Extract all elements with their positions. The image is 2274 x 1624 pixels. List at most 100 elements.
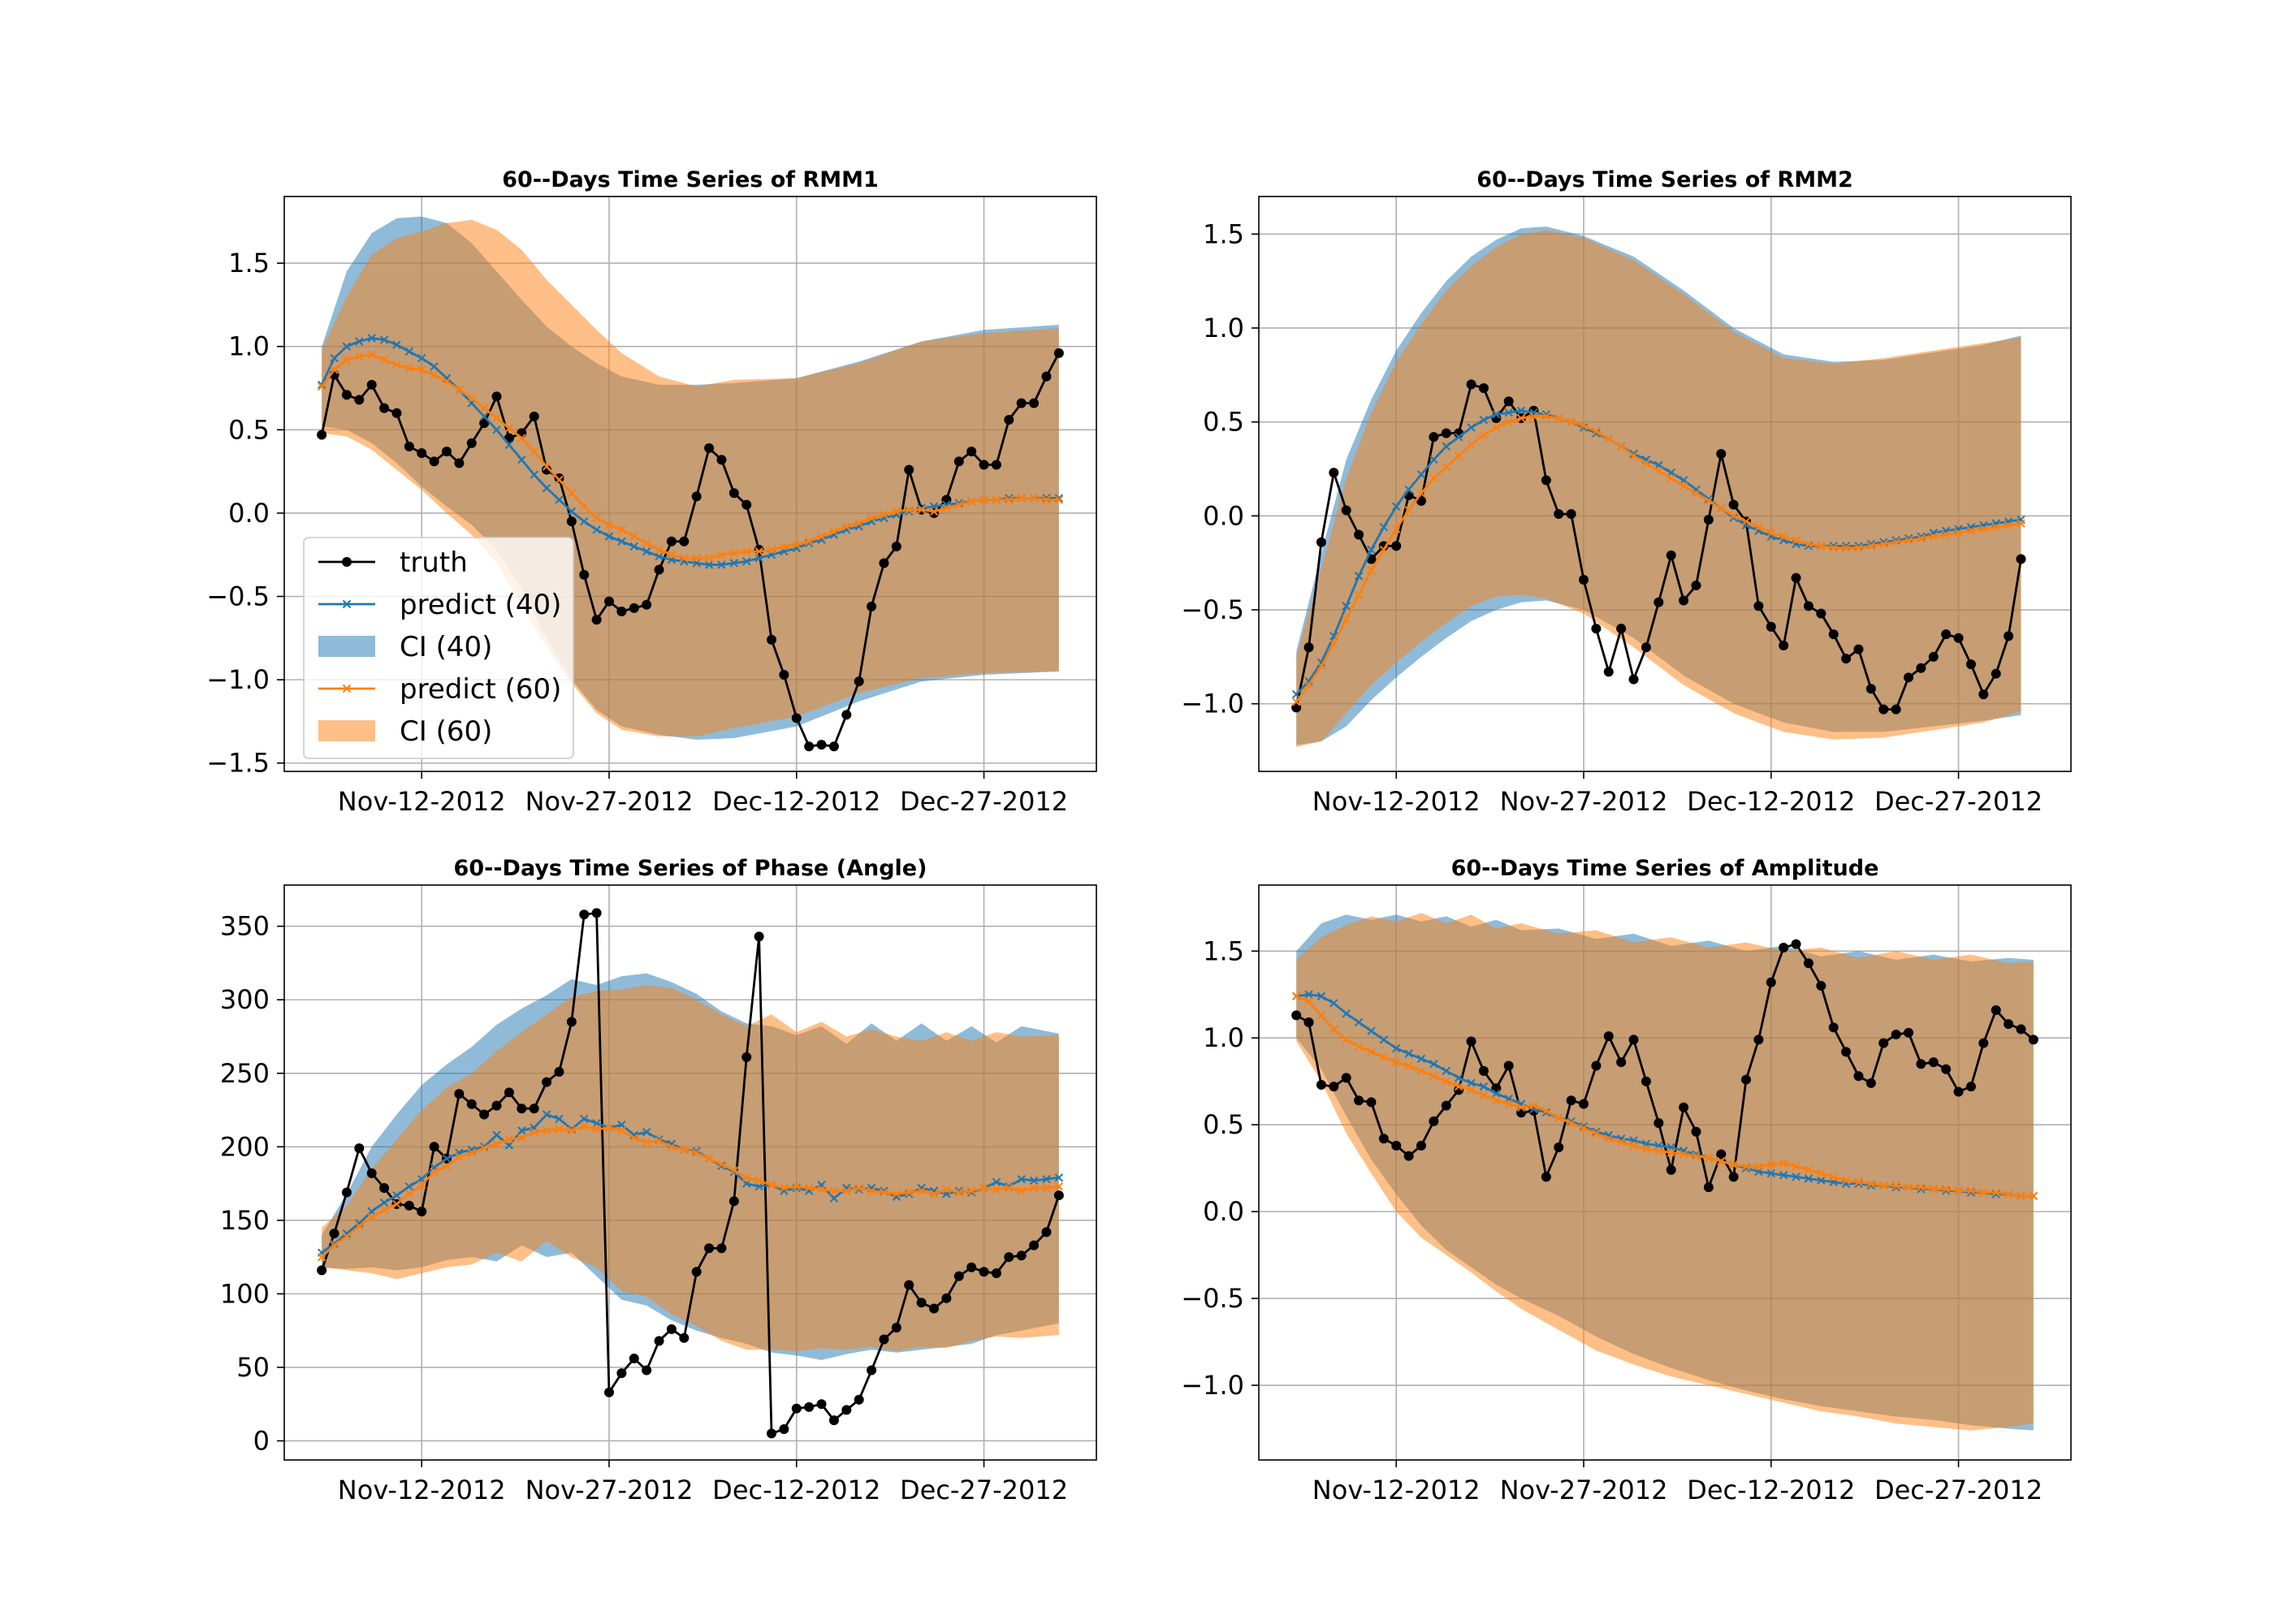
point-predict-60 bbox=[504, 424, 514, 433]
legend-item-ci-60: CI (60) bbox=[318, 715, 492, 748]
point-truth bbox=[754, 545, 764, 555]
point-truth bbox=[1441, 1100, 1451, 1111]
point-predict-60 bbox=[1316, 1011, 1326, 1020]
point-truth bbox=[1953, 1086, 1964, 1097]
point-truth bbox=[1554, 1142, 1564, 1152]
point-predict-40 bbox=[1492, 1089, 1501, 1098]
panel-2: −1.0 −0.5 0.0 0.5 1.0 1.5 Nov-12-2012 Nov-27-20… bbox=[1181, 167, 2072, 817]
point-truth bbox=[1429, 1116, 1439, 1126]
point-predict-60 bbox=[1504, 1099, 1513, 1108]
point-predict-40 bbox=[1367, 1026, 1376, 1035]
point-predict-60 bbox=[1567, 417, 1576, 426]
point-predict-40 bbox=[1342, 602, 1351, 611]
point-truth bbox=[1316, 1079, 1326, 1090]
point-truth bbox=[1416, 1140, 1426, 1151]
point-truth bbox=[816, 1399, 827, 1410]
point-truth bbox=[991, 460, 1001, 470]
point-predict-60 bbox=[442, 377, 452, 386]
point-predict-60 bbox=[1005, 495, 1014, 504]
point-predict-60 bbox=[1416, 489, 1426, 498]
point-truth bbox=[1728, 499, 1739, 510]
point-predict-60 bbox=[829, 1186, 839, 1195]
point-predict-60 bbox=[392, 361, 401, 369]
y-tick-label: 1.5 bbox=[1203, 935, 1244, 966]
point-predict-40 bbox=[1379, 523, 1389, 532]
point-truth bbox=[417, 1206, 427, 1216]
point-predict-60 bbox=[1792, 1162, 1801, 1171]
point-predict-60 bbox=[629, 532, 638, 541]
point-truth bbox=[1354, 1095, 1364, 1106]
y-tick-label: −0.5 bbox=[1181, 594, 1244, 625]
point-truth bbox=[1878, 1038, 1889, 1048]
point-truth bbox=[1916, 663, 1926, 673]
point-predict-60 bbox=[1704, 1153, 1714, 1163]
plot-area bbox=[1291, 913, 2038, 1431]
point-truth bbox=[1341, 1073, 1351, 1083]
point-predict-40 bbox=[1504, 408, 1513, 417]
point-predict-60 bbox=[442, 1161, 452, 1171]
point-truth bbox=[2016, 554, 2026, 564]
point-predict-60 bbox=[1592, 1129, 1601, 1138]
point-predict-40 bbox=[729, 559, 739, 568]
point-truth bbox=[1029, 398, 1040, 408]
point-predict-60 bbox=[1917, 1182, 1926, 1192]
point-predict-60 bbox=[642, 1138, 651, 1147]
point-predict-60 bbox=[804, 537, 814, 546]
y-tick-label: 1.0 bbox=[228, 331, 270, 362]
point-predict-60 bbox=[1492, 423, 1501, 432]
y-tick-label: 150 bbox=[220, 1205, 270, 1236]
point-predict-40 bbox=[1454, 1073, 1463, 1082]
plot-area bbox=[1291, 227, 2026, 747]
point-predict-60 bbox=[917, 1186, 926, 1195]
point-predict-60 bbox=[692, 554, 701, 563]
point-predict-60 bbox=[555, 475, 564, 485]
point-truth bbox=[604, 1387, 614, 1397]
point-truth bbox=[1703, 1182, 1714, 1193]
point-predict-60 bbox=[867, 513, 876, 523]
point-predict-60 bbox=[430, 370, 439, 379]
point-predict-40 bbox=[1392, 502, 1401, 511]
point-predict-40 bbox=[392, 340, 401, 349]
point-predict-60 bbox=[692, 1148, 701, 1157]
point-predict-60 bbox=[767, 1181, 776, 1190]
point-truth bbox=[966, 446, 977, 456]
point-predict-60 bbox=[979, 495, 988, 504]
point-predict-60 bbox=[504, 1135, 514, 1144]
x-tick-label: Dec-27-2012 bbox=[1874, 786, 2043, 817]
point-predict-60 bbox=[1629, 1141, 1638, 1151]
point-predict-60 bbox=[1392, 525, 1401, 533]
point-predict-60 bbox=[1579, 421, 1589, 430]
point-predict-60 bbox=[1054, 495, 1064, 504]
point-truth bbox=[529, 1104, 539, 1114]
point-predict-40 bbox=[367, 334, 376, 343]
point-truth bbox=[366, 379, 377, 390]
point-truth bbox=[828, 1415, 839, 1426]
point-truth bbox=[317, 430, 327, 440]
y-tick-label: 0.5 bbox=[228, 414, 270, 445]
point-predict-40 bbox=[642, 546, 651, 556]
point-truth bbox=[953, 1271, 964, 1281]
point-truth bbox=[616, 1368, 627, 1379]
point-truth bbox=[542, 464, 552, 475]
point-predict-60 bbox=[592, 1125, 601, 1134]
point-predict-60 bbox=[892, 507, 901, 516]
point-truth bbox=[841, 1405, 852, 1415]
point-predict-40 bbox=[1329, 999, 1338, 1008]
legend-item-predict-60: predict (60) bbox=[318, 673, 561, 706]
legend-swatch bbox=[318, 720, 375, 741]
point-predict-60 bbox=[1954, 528, 1963, 538]
point-predict-60 bbox=[1442, 1077, 1450, 1086]
point-predict-60 bbox=[604, 1123, 614, 1132]
point-predict-60 bbox=[317, 1252, 326, 1262]
point-predict-40 bbox=[379, 335, 389, 344]
point-truth bbox=[1666, 1164, 1676, 1175]
y-tick-label: −1.0 bbox=[1181, 1370, 1244, 1401]
point-predict-40 bbox=[1467, 423, 1476, 432]
point-predict-60 bbox=[704, 1154, 714, 1164]
y-tick-label: 1.0 bbox=[1203, 313, 1244, 343]
point-predict-60 bbox=[1379, 545, 1389, 555]
point-predict-60 bbox=[1342, 615, 1351, 624]
point-truth bbox=[716, 1243, 727, 1254]
x-tick-label: Dec-27-2012 bbox=[900, 786, 1068, 817]
point-truth bbox=[1041, 371, 1052, 382]
